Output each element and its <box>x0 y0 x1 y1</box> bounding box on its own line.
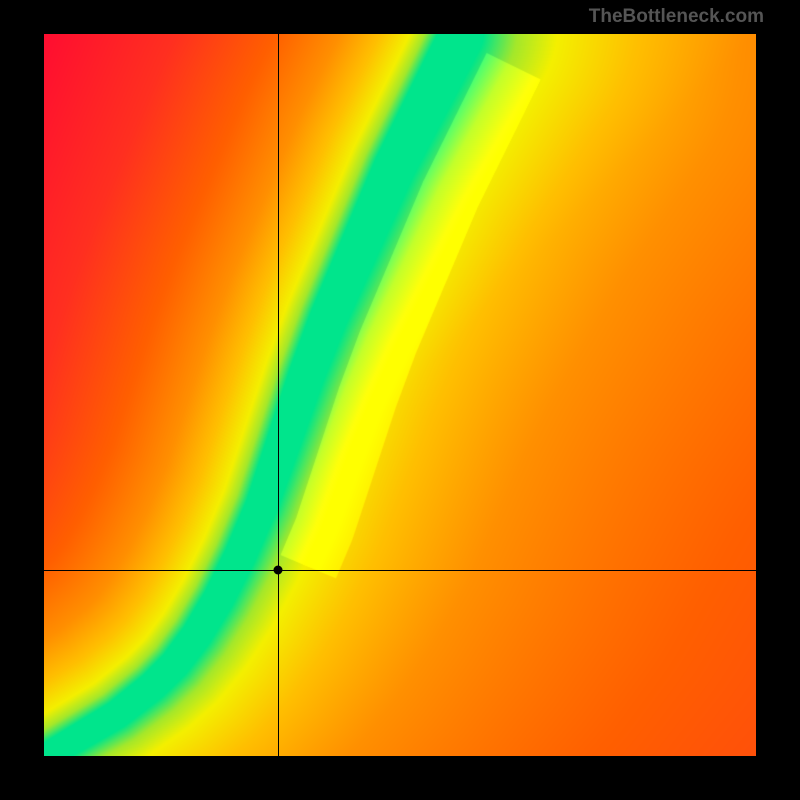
heatmap-plot-area <box>44 34 756 756</box>
crosshair-marker-dot <box>273 566 282 575</box>
crosshair-vertical-line <box>278 34 279 756</box>
heatmap-canvas <box>44 34 756 756</box>
watermark-text: TheBottleneck.com <box>589 6 764 28</box>
crosshair-horizontal-line <box>44 570 756 571</box>
